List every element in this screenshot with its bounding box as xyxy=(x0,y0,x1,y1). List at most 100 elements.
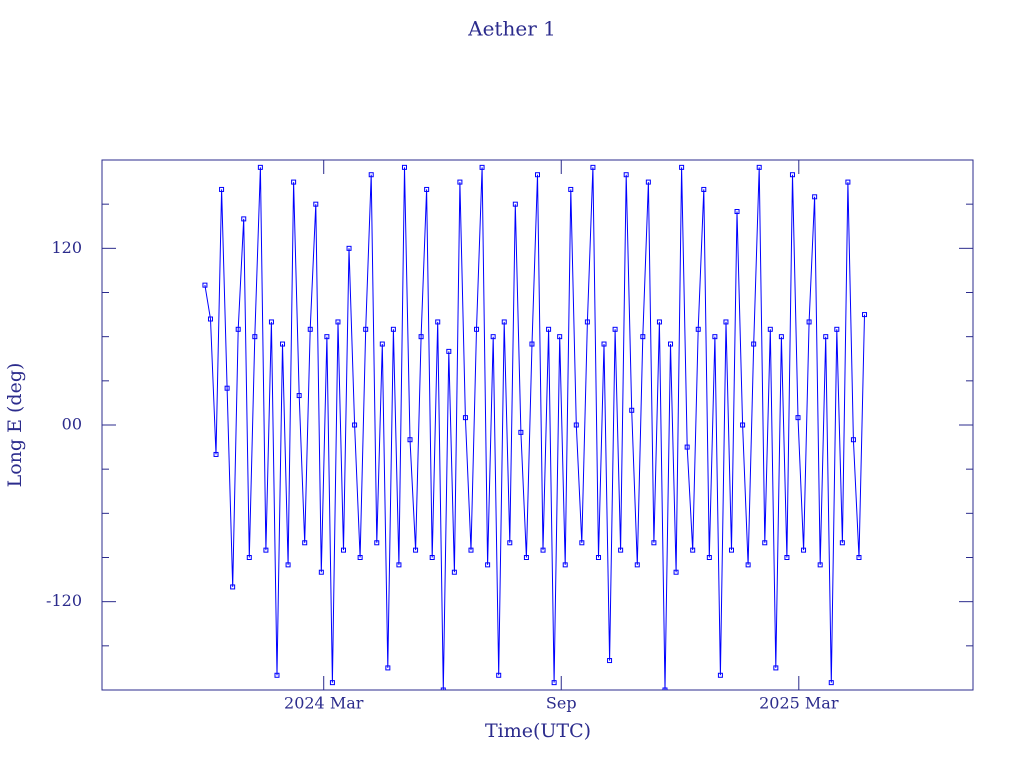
data-marker xyxy=(385,665,391,671)
data-marker xyxy=(296,393,302,399)
y-tick-label: -120 xyxy=(46,591,82,610)
data-marker xyxy=(778,334,784,340)
data-marker xyxy=(507,540,513,546)
data-marker xyxy=(756,164,762,170)
data-marker xyxy=(695,326,701,332)
data-marker xyxy=(291,179,297,185)
data-marker xyxy=(562,562,568,568)
data-marker xyxy=(230,584,236,590)
data-marker xyxy=(440,687,446,690)
data-marker xyxy=(501,319,507,325)
data-marker xyxy=(723,319,729,325)
data-marker xyxy=(773,665,779,671)
data-marker xyxy=(706,555,712,560)
data-marker xyxy=(363,326,369,332)
data-marker xyxy=(557,334,563,340)
data-marker xyxy=(280,341,286,347)
data-marker xyxy=(618,547,624,553)
data-marker xyxy=(523,555,529,560)
data-marker xyxy=(684,444,690,450)
data-marker xyxy=(717,672,723,678)
data-marker xyxy=(202,282,208,288)
data-marker xyxy=(856,555,862,560)
data-marker xyxy=(546,326,552,332)
x-axis-label: Time(UTC) xyxy=(485,720,591,742)
data-marker xyxy=(629,407,635,413)
data-marker xyxy=(207,316,213,322)
data-marker xyxy=(817,562,823,568)
data-line xyxy=(204,167,865,690)
data-marker xyxy=(623,172,629,178)
plot-frame xyxy=(101,159,974,691)
data-marker xyxy=(656,319,662,325)
data-marker xyxy=(451,569,457,575)
data-marker xyxy=(662,687,668,690)
data-marker xyxy=(767,326,773,332)
plot-area xyxy=(202,164,868,690)
data-marker xyxy=(352,422,358,428)
data-marker xyxy=(413,547,419,553)
data-marker xyxy=(474,326,480,332)
data-marker xyxy=(379,341,385,347)
x-tick-label: 2024 Mar xyxy=(284,694,364,713)
data-marker xyxy=(257,164,263,170)
data-marker xyxy=(823,334,829,340)
data-marker xyxy=(518,429,524,435)
data-marker xyxy=(479,164,485,170)
data-marker xyxy=(568,186,574,192)
data-marker xyxy=(429,555,435,560)
data-marker xyxy=(307,326,313,332)
data-marker xyxy=(651,540,657,546)
data-marker xyxy=(551,680,557,686)
data-marker xyxy=(535,172,540,178)
data-marker xyxy=(595,555,601,560)
data-marker xyxy=(274,672,280,678)
y-tick-label: 00 xyxy=(62,415,82,434)
data-marker xyxy=(496,672,502,678)
chart-title: Aether 1 xyxy=(467,17,556,41)
data-marker xyxy=(601,341,607,347)
data-marker xyxy=(645,179,651,185)
data-marker xyxy=(224,385,230,391)
data-marker xyxy=(424,186,430,192)
data-marker xyxy=(401,164,407,170)
data-marker xyxy=(435,319,441,325)
data-marker xyxy=(834,326,840,332)
data-marker xyxy=(762,540,768,546)
data-marker xyxy=(751,341,757,347)
data-marker xyxy=(789,172,795,178)
data-marker xyxy=(806,319,812,325)
data-marker xyxy=(374,540,380,546)
data-marker xyxy=(213,451,219,457)
data-marker xyxy=(784,555,790,560)
y-tick-label: 120 xyxy=(51,238,82,257)
data-marker xyxy=(341,547,347,553)
data-marker xyxy=(668,341,674,347)
data-marker xyxy=(745,562,751,568)
data-marker xyxy=(728,547,734,553)
data-marker xyxy=(801,547,807,553)
data-marker xyxy=(579,540,585,546)
data-marker xyxy=(263,547,269,553)
data-marker xyxy=(335,319,341,325)
data-marker xyxy=(407,437,413,443)
data-marker xyxy=(845,179,851,185)
data-marker xyxy=(540,547,546,553)
data-marker xyxy=(634,562,640,568)
data-marker xyxy=(490,334,496,340)
data-marker xyxy=(485,562,491,568)
data-marker xyxy=(390,326,396,332)
data-marker xyxy=(734,209,740,215)
data-marker xyxy=(712,334,718,340)
data-marker xyxy=(612,326,618,332)
data-marker xyxy=(368,172,374,178)
data-marker xyxy=(529,341,535,347)
data-marker xyxy=(329,680,335,686)
data-marker xyxy=(285,562,291,568)
data-marker xyxy=(241,216,247,222)
data-marker xyxy=(740,422,746,428)
data-marker xyxy=(607,658,613,664)
data-marker xyxy=(357,555,363,560)
data-marker xyxy=(235,326,241,332)
data-marker xyxy=(418,334,424,340)
